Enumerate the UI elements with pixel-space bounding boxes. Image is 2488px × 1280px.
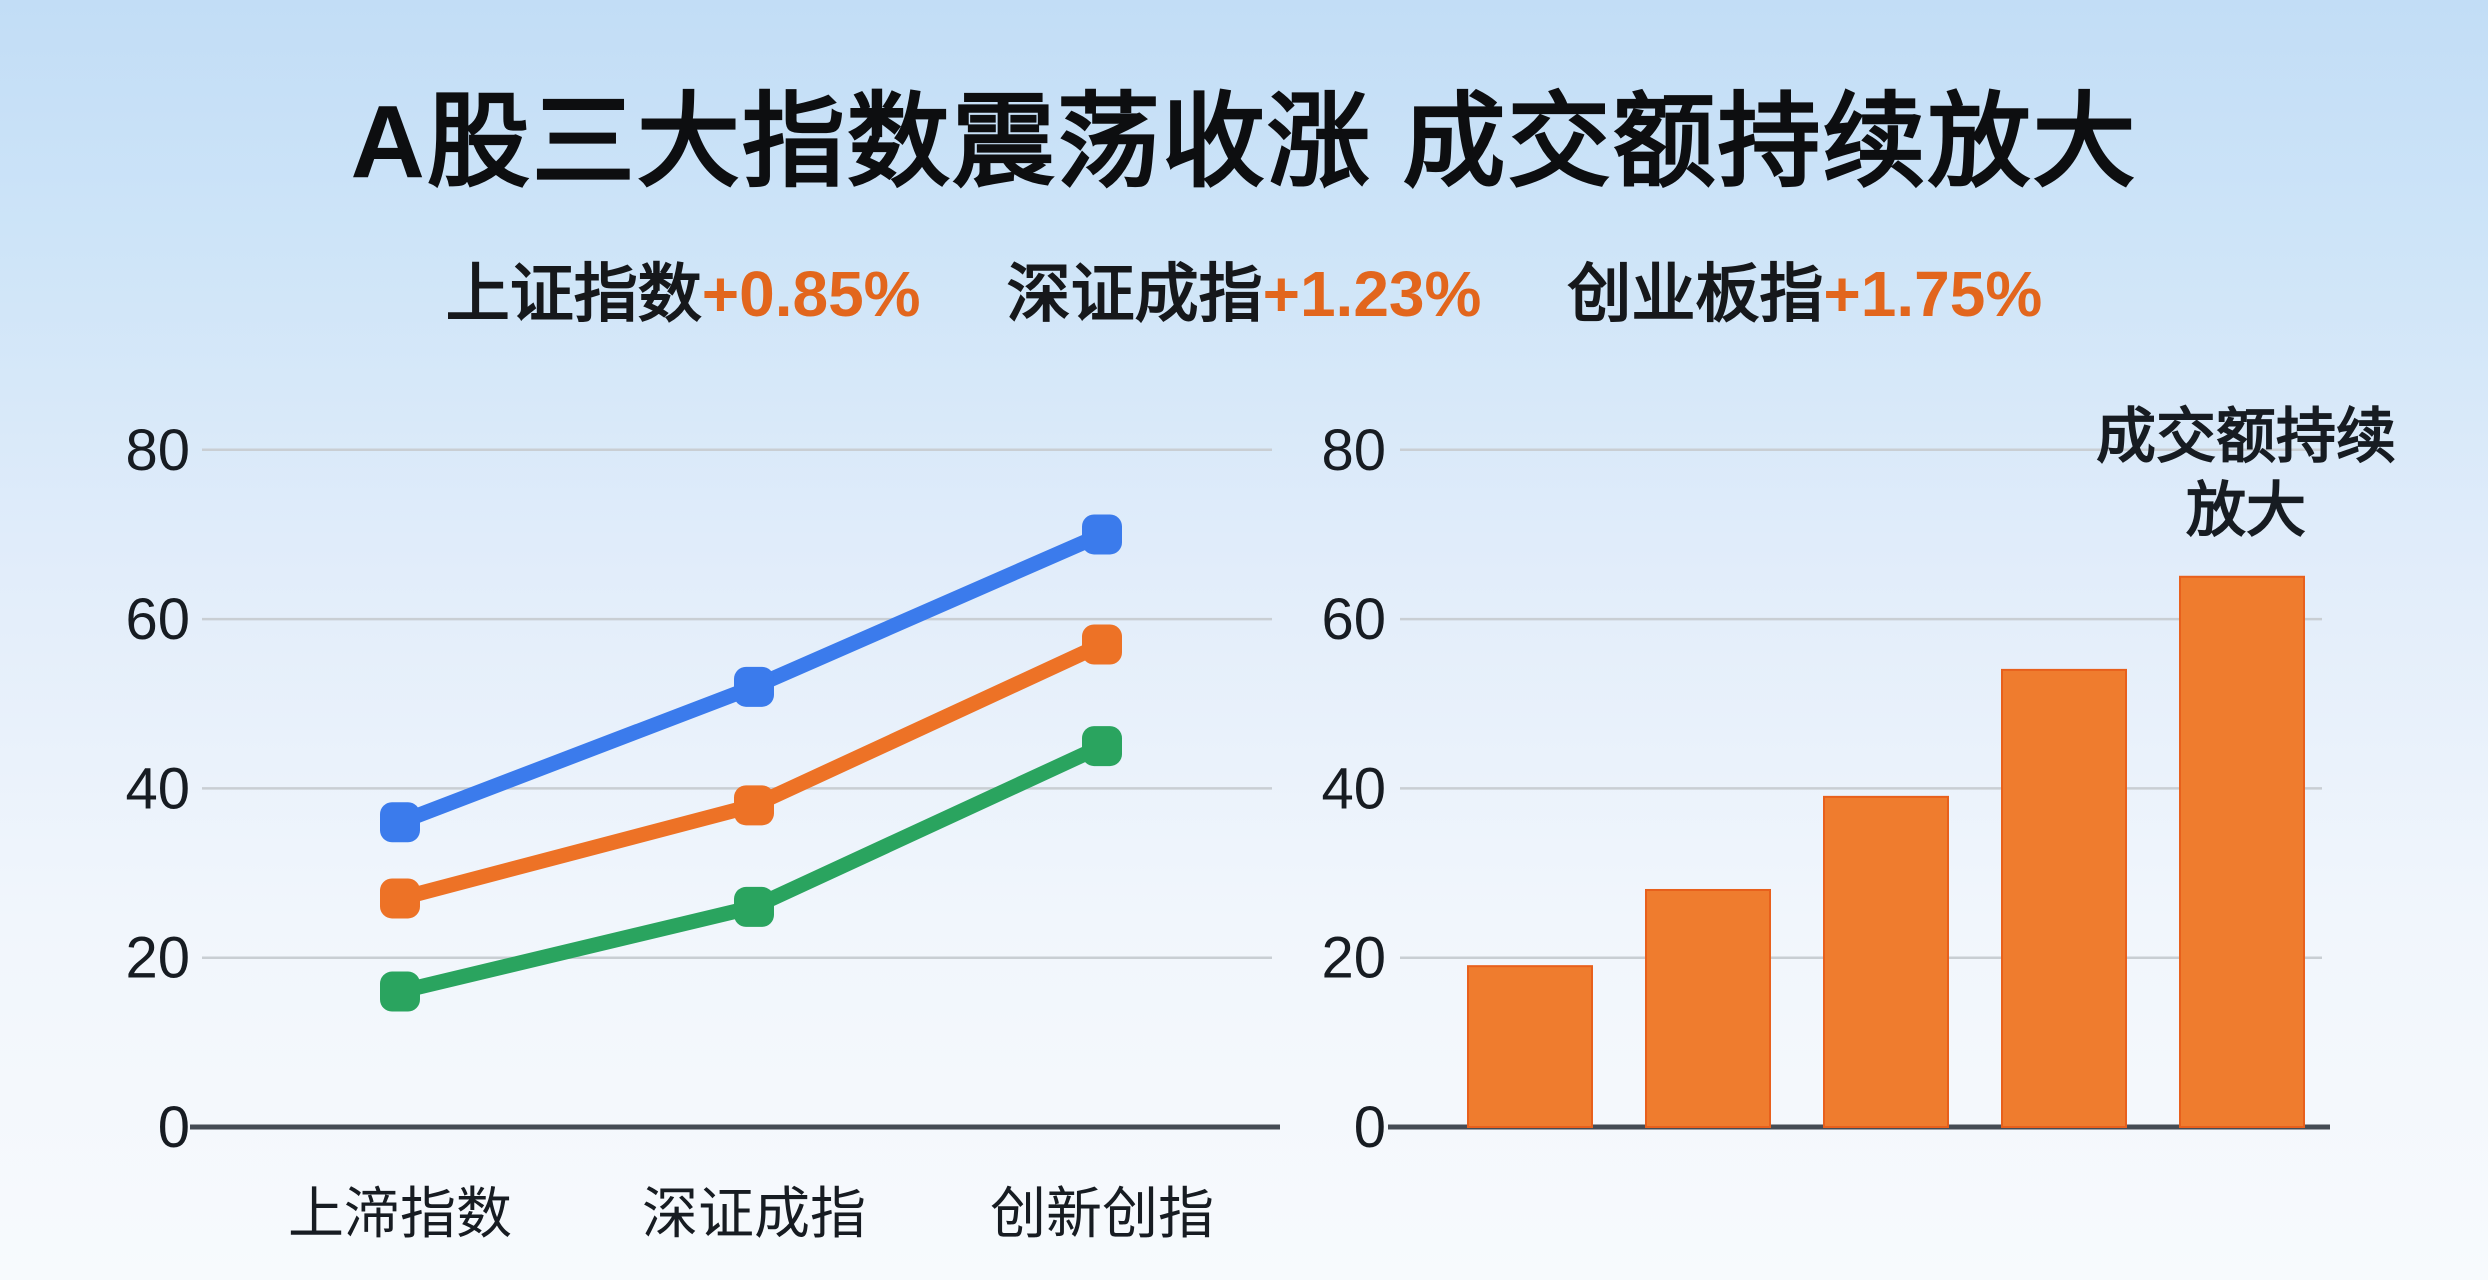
line-chart-figure: 0 20 40 60 80 上渧指数 深证成指 创新创指 — [90, 395, 1280, 1280]
volume-bar — [1467, 965, 1593, 1128]
x-category-label: 上渧指数 — [288, 1182, 512, 1245]
green-line-marker — [734, 886, 774, 927]
x-category-label: 深证成指 — [642, 1182, 866, 1245]
y-tick-label: 20 — [125, 926, 190, 991]
y-tick-label: 0 — [1354, 1095, 1386, 1160]
index-change-value: +0.85% — [701, 258, 921, 330]
line-chart: 0 20 40 60 80 上渧指数 深证成指 创新创指 — [125, 418, 1280, 1245]
y-tick-label: 80 — [1321, 418, 1386, 483]
volume-bar — [2001, 668, 2127, 1128]
y-tick-label: 80 — [125, 418, 190, 483]
annotation-line: 成交额持续 — [2096, 403, 2396, 470]
bar-chart: 0 20 40 60 80 成交额持续放大 — [1321, 403, 2396, 1160]
index-change-shanghai: 上证指数+0.85% — [446, 243, 921, 335]
y-tick-label: 60 — [1321, 587, 1386, 652]
blue-line-marker — [734, 666, 774, 707]
volume-bar — [1645, 888, 1771, 1129]
y-tick-label: 20 — [1321, 926, 1386, 991]
index-change-value: +1.75% — [1823, 258, 2043, 330]
volume-bar — [1823, 795, 1949, 1128]
y-tick-label: 40 — [125, 756, 190, 821]
y-tick-label: 0 — [158, 1095, 190, 1160]
blue-line-marker — [1082, 514, 1122, 555]
page-title: A股三大指数震荡收涨 成交额持续放大 — [350, 84, 2138, 199]
green-line-marker — [1082, 726, 1122, 767]
index-name: 创业板指 — [1567, 258, 1824, 330]
x-category-label: 创新创指 — [990, 1182, 1214, 1245]
volume-bar — [2179, 575, 2305, 1128]
index-name: 上证指数 — [445, 258, 702, 330]
y-tick-label: 40 — [1321, 756, 1386, 821]
index-change-value: +1.23% — [1262, 258, 1482, 330]
orange-line-marker — [734, 785, 774, 826]
orange-line-marker — [1082, 624, 1122, 665]
blue-line-marker — [380, 802, 420, 843]
green-line-marker — [380, 971, 420, 1012]
orange-line-marker — [380, 878, 420, 919]
index-name: 深证成指 — [1006, 258, 1263, 330]
bar-chart-figure: 0 20 40 60 80 成交额持续放大 — [1290, 395, 2450, 1280]
index-change-shenzhen: 深证成指+1.23% — [1007, 243, 1482, 335]
index-change-row: 上证指数+0.85% 深证成指+1.23% 创业板指+1.75% — [0, 243, 2488, 335]
y-tick-label: 60 — [125, 587, 190, 652]
annotation-line: 放大 — [2186, 477, 2306, 544]
index-change-chinext: 创业板指+1.75% — [1567, 243, 2042, 335]
